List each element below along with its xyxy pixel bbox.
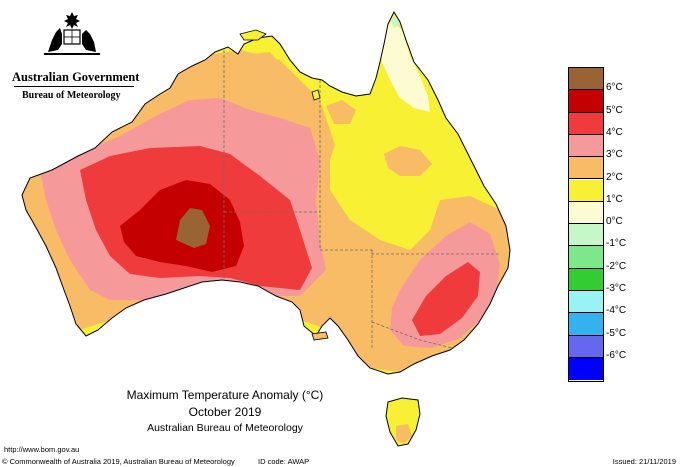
legend-swatch xyxy=(569,313,603,336)
anomaly-region-minus1c-cape-york xyxy=(390,16,400,28)
map-source: Australian Bureau of Meteorology xyxy=(147,422,303,434)
legend-label: 4°C xyxy=(606,126,623,138)
legend-swatch xyxy=(569,357,603,381)
map-title-block: Maximum Temperature Anomaly (°C) October… xyxy=(100,388,350,434)
legend-label: -6°C xyxy=(606,349,627,361)
legend-label: -1°C xyxy=(606,238,627,250)
coastline xyxy=(21,10,511,375)
anomaly-region-1c-central xyxy=(330,126,440,250)
legend-swatch xyxy=(569,134,603,158)
legend-label: 1°C xyxy=(606,193,623,205)
kangaroo-island xyxy=(311,331,329,341)
legend-swatch xyxy=(569,291,603,314)
color-scale-legend xyxy=(568,67,604,382)
legend-swatch xyxy=(569,268,603,291)
tasmania xyxy=(385,397,421,447)
legend-swatch xyxy=(569,68,603,91)
legend-swatch xyxy=(569,246,603,269)
anomaly-region-2c-gulf xyxy=(326,100,356,124)
border-nsw-vic xyxy=(371,321,461,351)
groote-eylandt xyxy=(311,89,321,101)
issued-date: Issued: 21/11/2019 xyxy=(612,457,676,466)
bureau-name: Bureau of Meteorology xyxy=(22,90,121,101)
website-link[interactable]: http://www.bom.gov.au xyxy=(4,445,80,454)
legend-swatch xyxy=(569,224,603,247)
legend-swatch xyxy=(569,201,603,225)
legend-swatch xyxy=(569,112,603,135)
legend-swatch xyxy=(569,335,603,358)
map-title: Maximum Temperature Anomaly (°C) xyxy=(126,388,324,402)
anomaly-region-2c-top-end xyxy=(236,52,282,82)
government-name: Australian Government xyxy=(12,70,140,84)
legend-label: 5°C xyxy=(606,104,623,116)
copyright-text: © Commonwealth of Australia 2019, Austra… xyxy=(2,457,235,466)
melville-island xyxy=(239,29,267,41)
border-sa-qld xyxy=(320,249,500,255)
anomaly-region-2c-qld-inner xyxy=(384,146,432,176)
legend-swatch xyxy=(569,90,603,113)
legend-swatch xyxy=(569,179,603,202)
anomaly-region-0c-cape-york xyxy=(380,20,430,112)
commonwealth-coat-of-arms-icon xyxy=(44,12,100,55)
anomaly-region-6c xyxy=(176,208,210,248)
header: Australian Government Bureau of Meteorol… xyxy=(8,10,139,101)
id-code: ID code: AWAP xyxy=(258,457,310,466)
legend-label: -5°C xyxy=(606,327,627,339)
legend-swatch xyxy=(569,157,603,180)
tasmania-anomaly-2c xyxy=(396,424,412,444)
anomaly-region-4c-southeast xyxy=(412,262,480,336)
legend-label: 0°C xyxy=(606,216,623,228)
header-divider xyxy=(14,86,134,87)
legend-label: 6°C xyxy=(606,82,623,94)
legend-label: -3°C xyxy=(606,283,627,294)
legend-label: 2°C xyxy=(606,171,623,183)
legend-label: 3°C xyxy=(606,149,623,161)
map-period: October 2019 xyxy=(188,405,262,419)
footer: © Commonwealth of Australia 2019, Austra… xyxy=(0,456,680,467)
legend-label: -4°C xyxy=(606,305,627,317)
legend-label: -2°C xyxy=(606,260,627,272)
